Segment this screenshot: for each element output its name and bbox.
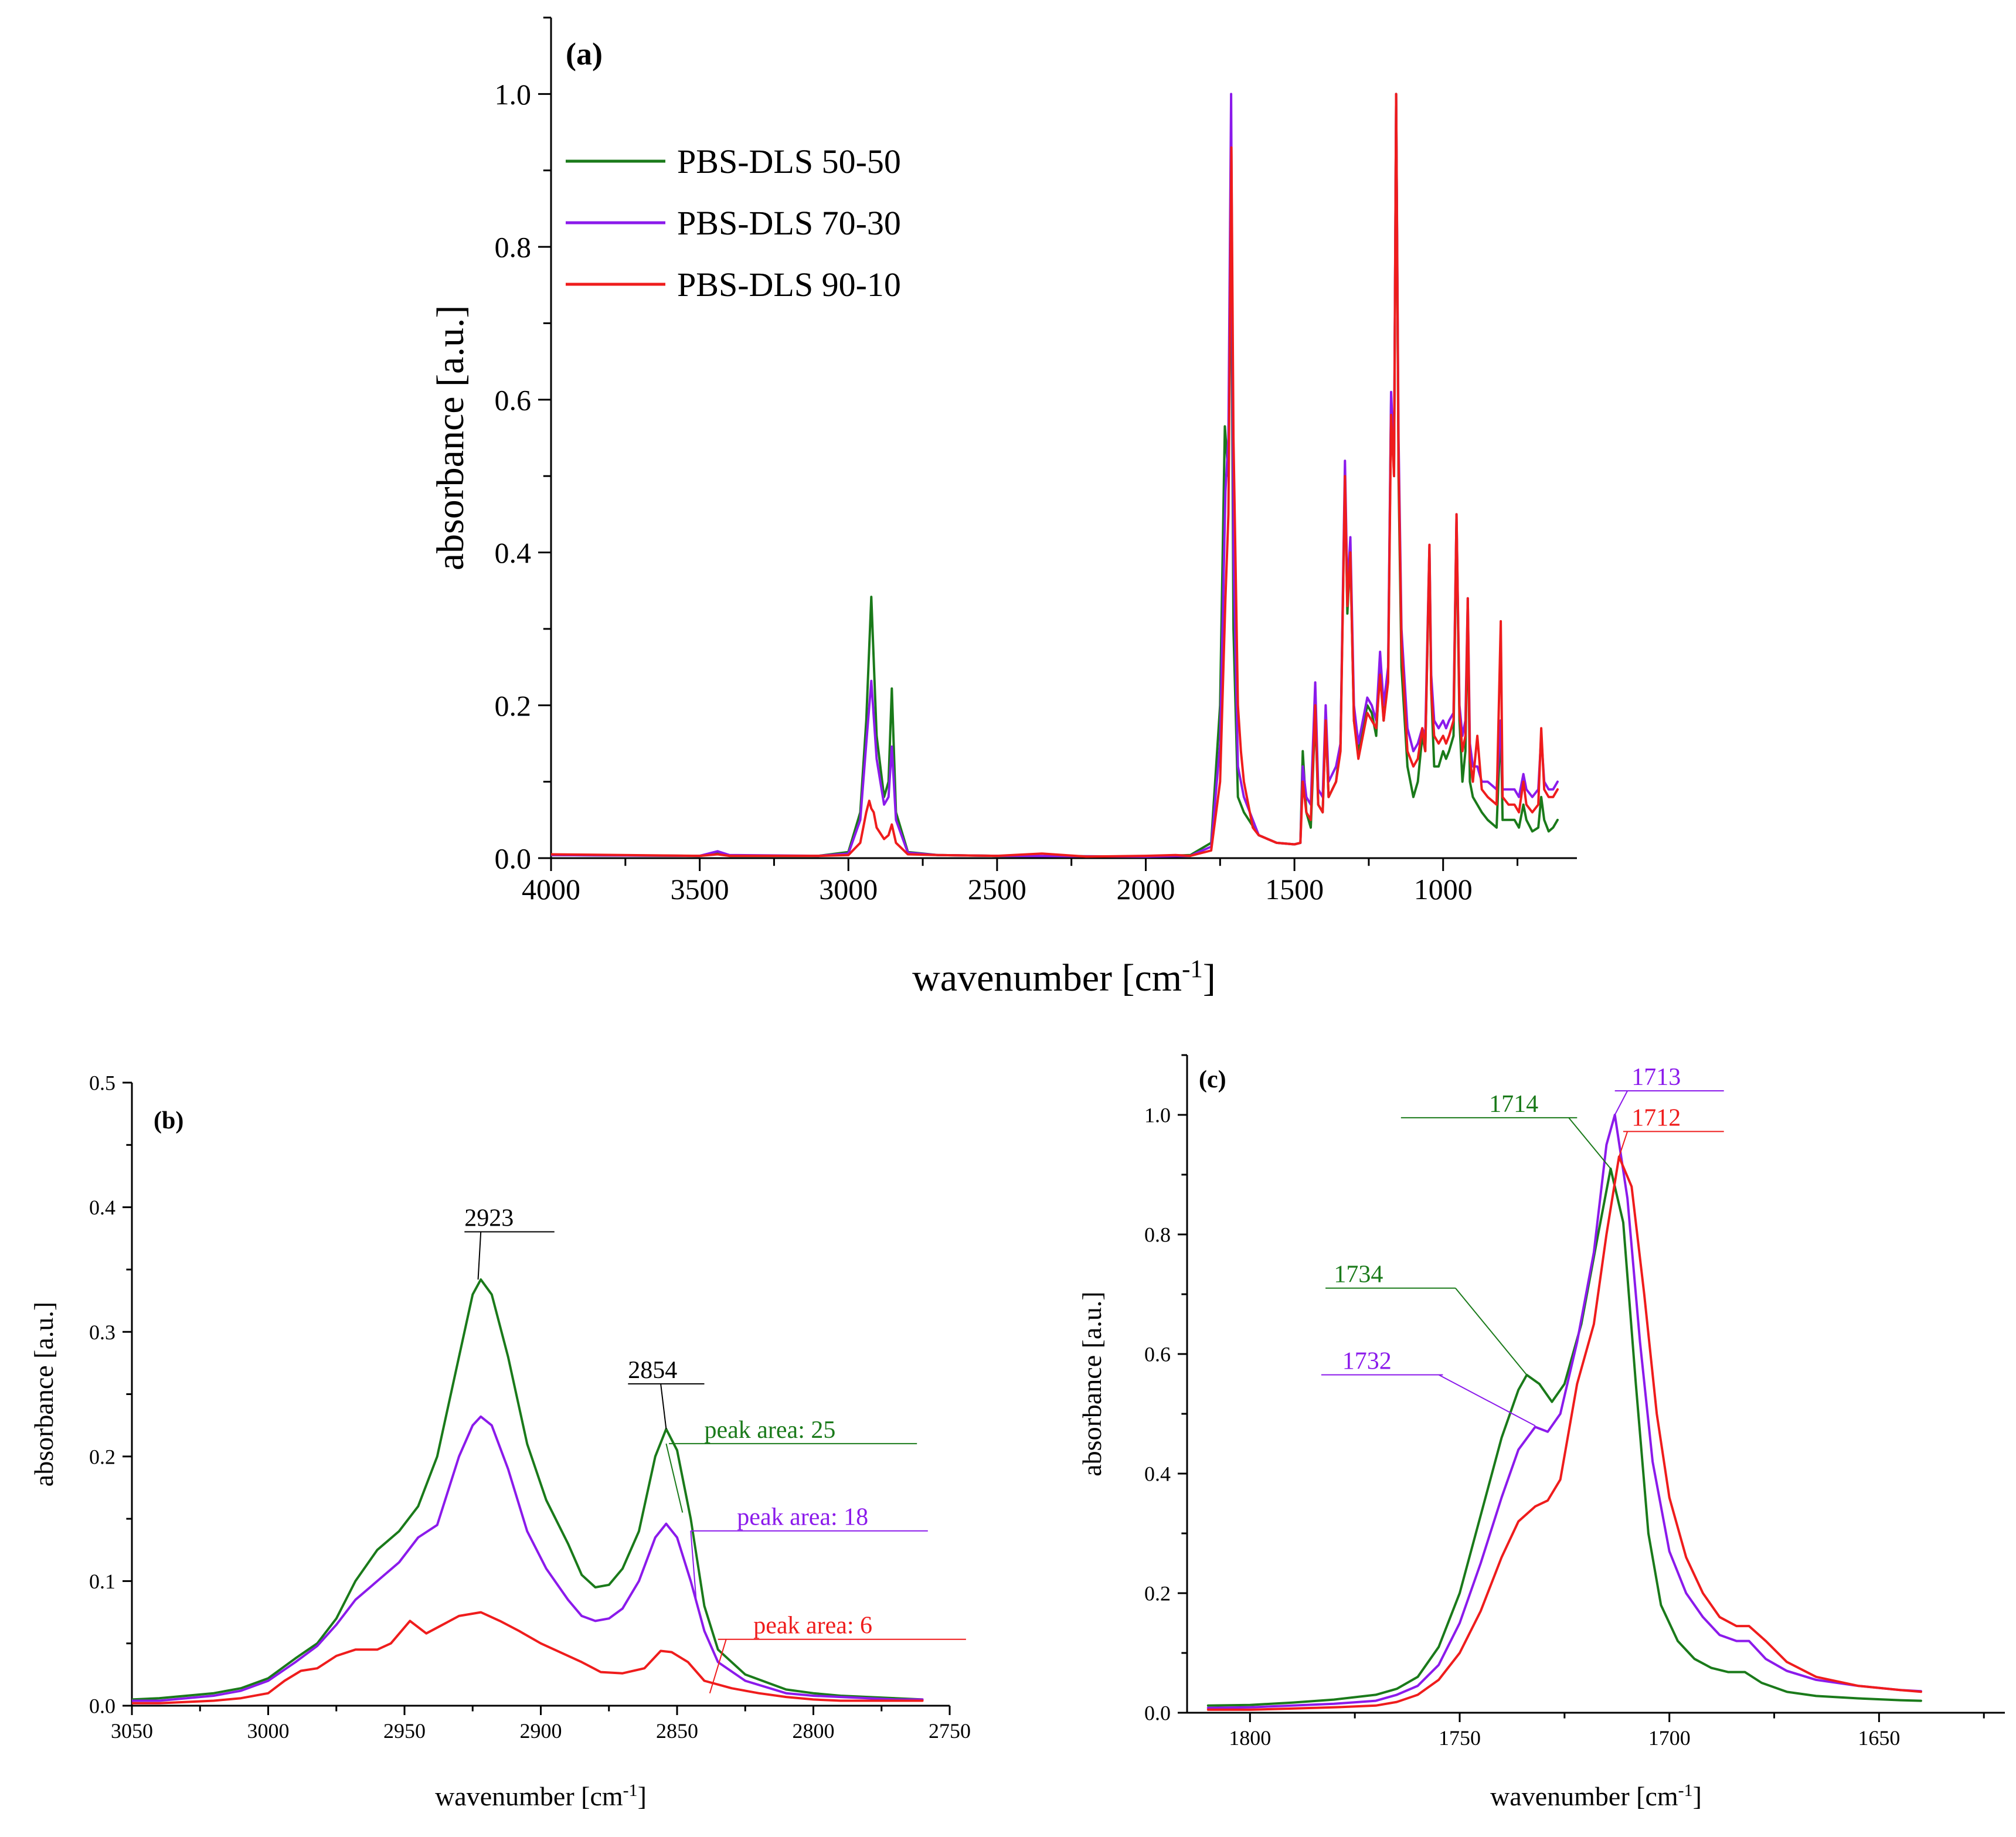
y-tick-label: 0.0 xyxy=(495,842,532,875)
y-axis-title: absorbance [a.u.] xyxy=(429,305,472,571)
series-line-pbs-dls-70-30 xyxy=(132,1415,924,1702)
annotation-connector xyxy=(1614,1090,1629,1115)
y-tick-label: 1.0 xyxy=(495,78,532,111)
panel-a: 4000 3500 3000 2500 2000 1500 1000 0.0 0.2 0.4 0.6… xyxy=(429,16,1577,1000)
y-tick-label: 0.3 xyxy=(89,1321,115,1344)
annotation-connector xyxy=(665,1443,684,1513)
x-tick-label: 3000 xyxy=(819,873,878,906)
y-tick-label: 0.2 xyxy=(1144,1582,1171,1605)
annotation-connector xyxy=(477,1232,482,1280)
legend-label: PBS-DLS 50-50 xyxy=(677,142,901,181)
annotation-label: 1712 xyxy=(1631,1104,1681,1131)
x-tick-label: 4000 xyxy=(522,873,580,906)
y-tick-label: 0.2 xyxy=(495,689,532,722)
x-tick-label: 2500 xyxy=(968,873,1026,906)
annotation-label: 1713 xyxy=(1631,1064,1681,1091)
annotation-connector xyxy=(1618,1131,1629,1157)
annotation-label: peak area: 25 xyxy=(705,1417,836,1444)
panel-label: (c) xyxy=(1199,1066,1226,1093)
series-line-pbs-dls-90-10 xyxy=(551,93,1559,858)
x-tick-label: 3050 xyxy=(111,1719,153,1743)
x-tick-label: 2950 xyxy=(383,1719,426,1743)
x-tick-label: 2800 xyxy=(793,1719,835,1743)
annotation-label: peak area: 18 xyxy=(737,1504,868,1531)
annotation-label: 1714 xyxy=(1489,1091,1538,1118)
x-tick-label: 2850 xyxy=(656,1719,698,1743)
y-tick-label: 0.5 xyxy=(89,1071,115,1095)
x-tick-label: 3000 xyxy=(247,1719,290,1743)
x-axis-title: wavenumber [cm-1] xyxy=(1490,1781,1702,1812)
x-tick-label: 3500 xyxy=(671,873,729,906)
panel-b: 3050 3000 2950 2900 2850 2800 2750 0.0 0.1 0.2 0.3… xyxy=(29,1071,971,1811)
x-tick-label: 1000 xyxy=(1414,873,1473,906)
y-axis-title: absorbance [a.u.] xyxy=(29,1302,59,1486)
y-tick-label: 0.1 xyxy=(89,1570,115,1593)
series-line-pbs-dls-90-10 xyxy=(132,1611,924,1705)
y-tick-label: 0.8 xyxy=(1144,1223,1171,1247)
x-tick-label: 1700 xyxy=(1648,1726,1691,1750)
annotation-connector xyxy=(1455,1287,1528,1376)
y-tick-label: 0.2 xyxy=(89,1445,115,1468)
y-tick-label: 0.4 xyxy=(89,1196,115,1219)
x-tick-label: 2900 xyxy=(520,1719,562,1743)
panel-label: (a) xyxy=(566,36,603,72)
y-tick-label: 0.4 xyxy=(1144,1462,1171,1486)
annotation-connector xyxy=(1438,1374,1536,1427)
y-tick-label: 1.0 xyxy=(1144,1104,1171,1127)
annotation-connector xyxy=(709,1639,727,1694)
annotation-label: 1732 xyxy=(1342,1348,1392,1375)
annotation-connector xyxy=(690,1530,697,1600)
x-tick-label: 1650 xyxy=(1858,1726,1900,1750)
x-tick-label: 2000 xyxy=(1116,873,1175,906)
x-axis-title: wavenumber [cm-1] xyxy=(912,955,1216,1000)
y-tick-label: 0.0 xyxy=(1144,1702,1171,1725)
panel-label: (b) xyxy=(154,1107,183,1134)
series-line-pbs-dls-70-30 xyxy=(1206,1114,1922,1709)
annotation-connector xyxy=(1568,1117,1612,1169)
annotation-label: 1734 xyxy=(1334,1261,1383,1288)
annotation-connector xyxy=(660,1383,667,1430)
x-tick-label: 1500 xyxy=(1265,873,1324,906)
annotation-label: 2923 xyxy=(464,1205,514,1232)
series-line-pbs-dls-50-50 xyxy=(132,1278,924,1701)
annotation-label: peak area: 6 xyxy=(753,1613,872,1639)
x-tick-label: 1750 xyxy=(1439,1726,1481,1750)
x-tick-label: 2750 xyxy=(929,1719,971,1743)
y-tick-label: 0.6 xyxy=(1144,1343,1171,1366)
y-tick-label: 0.0 xyxy=(89,1695,115,1718)
x-tick-label: 1800 xyxy=(1229,1726,1271,1750)
series-line-pbs-dls-90-10 xyxy=(1206,1155,1922,1711)
y-axis-title: absorbance [a.u.] xyxy=(1077,1291,1107,1476)
legend-label: PBS-DLS 70-30 xyxy=(677,204,901,242)
annotation-label: 2854 xyxy=(628,1357,677,1384)
legend-label: PBS-DLS 90-10 xyxy=(677,266,901,304)
y-tick-label: 0.8 xyxy=(495,231,532,264)
panel-c: 1800 1750 1700 1650 0.0 0.2 0.4 0.6 0.8 1.0 wavenu… xyxy=(1077,1054,2005,1812)
y-tick-label: 0.6 xyxy=(495,383,532,416)
y-tick-label: 0.4 xyxy=(495,536,532,569)
x-axis-title: wavenumber [cm-1] xyxy=(435,1781,647,1812)
